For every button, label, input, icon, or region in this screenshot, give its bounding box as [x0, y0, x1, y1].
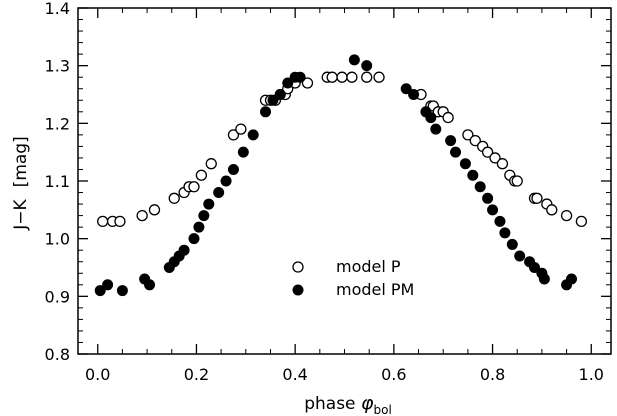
- data-point-model-pm: [267, 94, 279, 106]
- data-point-model-p: [361, 71, 373, 83]
- data-point-model-p: [205, 158, 217, 170]
- data-point-model-pm: [102, 279, 114, 291]
- data-point-model-pm: [220, 175, 232, 187]
- plot-frame: [77, 7, 612, 355]
- series-model-pm: [94, 54, 578, 297]
- data-point-model-pm: [514, 250, 526, 262]
- y-tick-label: 1.2: [45, 114, 70, 133]
- data-point-model-pm: [94, 285, 106, 297]
- data-point-model-pm: [227, 163, 239, 175]
- data-point-model-p: [462, 129, 474, 141]
- data-point-model-pm: [538, 273, 550, 285]
- x-tick-label: 0.0: [85, 365, 110, 384]
- data-point-model-pm: [482, 192, 494, 204]
- data-point-model-pm: [566, 273, 578, 285]
- data-point-model-p: [373, 71, 385, 83]
- data-point-model-p: [168, 192, 180, 204]
- data-point-model-pm: [494, 215, 506, 227]
- data-point-model-p: [489, 152, 501, 164]
- data-point-model-p: [560, 209, 573, 222]
- data-point-model-pm: [430, 123, 442, 135]
- svg-text:J−K[mag]: J−K[mag]: [11, 136, 31, 230]
- data-point-model-p: [481, 146, 494, 158]
- x-tick-label: 0.6: [381, 365, 406, 384]
- data-point-model-pm: [237, 146, 249, 158]
- data-point-model-p: [301, 77, 314, 89]
- legend-label-model-pm: model PM: [336, 280, 414, 299]
- data-point-model-pm: [499, 227, 511, 239]
- data-point-model-pm: [506, 238, 518, 250]
- x-tick-label: 0.4: [282, 365, 307, 384]
- legend-marker-filled: [292, 284, 304, 296]
- data-point-model-pm: [408, 89, 420, 100]
- axis-ticks: [78, 7, 611, 355]
- data-point-model-p: [227, 129, 240, 141]
- data-point-model-p: [97, 215, 109, 228]
- data-point-model-pm: [450, 146, 462, 158]
- axis-tick-labels: 0.0 0.2 0.4 0.6 0.8 1.0 0.8 0.9 1.0 1.1 1.2 1.3 1.4: [45, 0, 604, 384]
- data-point-model-pm: [178, 244, 190, 256]
- data-point-model-pm: [144, 279, 156, 291]
- data-point-model-pm: [116, 285, 128, 297]
- data-point-model-p: [188, 181, 200, 193]
- y-tick-label: 0.9: [45, 287, 70, 306]
- data-point-model-pm: [247, 129, 259, 141]
- legend-label-model-p: model P: [336, 257, 401, 276]
- data-point-model-pm: [213, 187, 225, 199]
- data-point-model-p: [511, 175, 523, 187]
- y-tick-label: 1.0: [45, 230, 70, 249]
- data-point-model-p: [148, 204, 161, 216]
- data-point-model-p: [531, 192, 543, 204]
- data-point-model-pm: [529, 262, 541, 273]
- data-point-model-pm: [282, 77, 294, 89]
- data-point-model-p: [326, 71, 338, 83]
- x-tick-label: 0.8: [480, 365, 505, 384]
- y-axis-title: J−K[mag]: [11, 136, 31, 230]
- y-tick-label: 1.4: [45, 0, 70, 18]
- data-point-model-pm: [193, 221, 205, 233]
- y-tick-label: 1.1: [45, 172, 70, 191]
- data-point-model-pm: [260, 106, 272, 118]
- data-point-model-pm: [487, 204, 499, 216]
- data-point-model-p: [136, 209, 148, 222]
- data-point-model-pm: [198, 210, 210, 222]
- data-point-model-pm: [425, 112, 437, 124]
- data-point-model-p: [114, 215, 126, 228]
- data-point-model-pm: [203, 198, 215, 210]
- data-point-model-p: [575, 215, 588, 228]
- data-point-model-p: [496, 158, 509, 170]
- series-model-p: [97, 71, 588, 228]
- data-point-model-pm: [474, 181, 486, 193]
- data-point-model-pm: [459, 158, 471, 170]
- legend-marker-open: [292, 261, 304, 273]
- data-point-model-pm: [361, 60, 373, 72]
- legend: model P model PM: [292, 257, 414, 299]
- data-point-model-p: [195, 169, 208, 181]
- data-point-model-p: [235, 123, 247, 135]
- data-point-model-p: [346, 71, 358, 83]
- data-point-model-pm: [445, 135, 457, 147]
- data-point-model-p: [469, 134, 481, 147]
- data-point-model-pm: [400, 83, 412, 95]
- y-tick-label: 0.8: [45, 345, 70, 364]
- x-axis-title: phase φbol: [304, 392, 392, 416]
- data-point-model-pm: [348, 54, 360, 66]
- data-point-model-p: [442, 111, 454, 124]
- data-point-model-pm: [294, 71, 306, 83]
- data-point-model-pm: [467, 169, 479, 181]
- data-point-model-p: [546, 204, 558, 216]
- x-tick-label: 0.2: [184, 365, 209, 384]
- data-point-model-p: [336, 71, 348, 83]
- data-point-model-pm: [188, 233, 200, 245]
- x-tick-label: 1.0: [579, 365, 604, 384]
- y-tick-label: 1.3: [45, 57, 70, 76]
- data-point-model-pm: [274, 89, 286, 100]
